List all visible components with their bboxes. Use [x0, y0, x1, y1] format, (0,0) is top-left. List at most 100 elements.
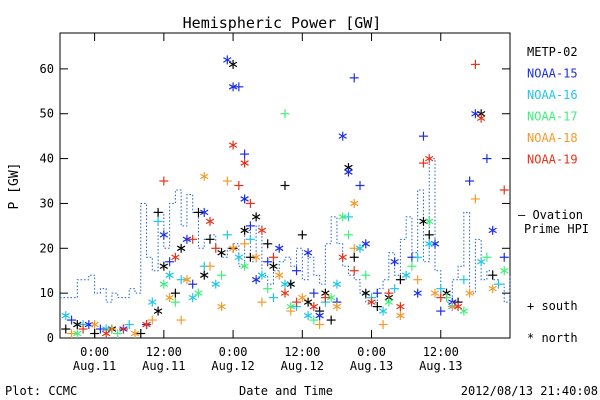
- data-point-north: [286, 279, 295, 289]
- data-point-south: [493, 279, 503, 289]
- data-point-south: [372, 302, 382, 312]
- data-point-south: [395, 275, 405, 285]
- x-tick-date-label: Aug.12: [281, 359, 324, 373]
- data-point-south: [222, 230, 232, 240]
- data-point-north: [367, 297, 376, 307]
- data-point-north: [361, 288, 370, 298]
- data-point-north: [223, 55, 232, 65]
- data-point-north: [303, 311, 313, 321]
- data-point-south: [124, 320, 134, 330]
- data-point-north: [500, 266, 509, 276]
- data-point-south: [61, 324, 71, 334]
- data-point-south: [372, 288, 382, 298]
- data-point-south: [413, 252, 423, 262]
- data-point-south: [263, 239, 273, 249]
- y-tick-label: 50: [40, 107, 54, 121]
- data-point-south: [234, 181, 244, 190]
- data-point-north: [384, 297, 394, 307]
- data-point-south: [90, 329, 100, 339]
- data-point-south: [343, 230, 353, 240]
- data-point-south: [418, 131, 428, 141]
- y-tick-label: 30: [40, 196, 54, 210]
- data-point-north: [73, 320, 82, 330]
- data-point-north: [257, 270, 267, 280]
- data-point-north: [90, 320, 99, 330]
- data-point-north: [425, 239, 434, 249]
- data-point-north: [61, 311, 70, 321]
- data-point-north: [200, 207, 209, 217]
- data-point-north: [240, 225, 249, 235]
- data-point-north: [251, 212, 261, 222]
- data-point-south: [147, 315, 157, 325]
- plot-timestamp: 2012/08/13 21:40:08: [461, 384, 598, 398]
- x-tick-time-label: 0:00: [219, 345, 248, 359]
- data-point-north: [257, 225, 267, 235]
- data-point-north: [194, 288, 203, 298]
- data-point-north: [476, 257, 486, 267]
- data-point-north: [251, 275, 261, 285]
- data-point-south: [424, 230, 434, 240]
- x-axis-label: Date and Time: [239, 384, 333, 398]
- data-point-north: [303, 248, 313, 258]
- data-point-north: [228, 82, 238, 92]
- legend-entry: NOAA-19: [527, 153, 578, 167]
- data-point-south: [222, 176, 232, 186]
- data-point-north: [171, 252, 180, 262]
- data-point-north: [240, 194, 249, 204]
- data-point-north: [217, 302, 226, 312]
- data-point-south: [245, 221, 255, 231]
- data-point-south: [459, 275, 469, 285]
- data-point-north: [396, 311, 405, 321]
- data-point-north: [465, 288, 474, 298]
- x-tick-time-label: 12:00: [284, 345, 320, 359]
- data-point-south: [240, 149, 250, 159]
- data-point-north: [350, 198, 359, 208]
- data-point-south: [286, 306, 296, 316]
- data-point-south: [118, 324, 128, 334]
- data-point-south: [465, 176, 475, 186]
- data-point-north: [176, 243, 186, 253]
- data-point-south: [205, 261, 215, 271]
- data-point-south: [193, 207, 203, 217]
- data-point-north: [338, 131, 347, 141]
- data-point-south: [257, 297, 267, 307]
- data-point-south: [482, 252, 492, 262]
- data-point-south: [413, 275, 423, 285]
- data-point-north: [228, 243, 238, 253]
- ovation-label-line2: Prime HPI: [524, 222, 589, 236]
- data-point-south: [349, 243, 359, 253]
- y-tick-label: 60: [40, 62, 54, 76]
- data-point-south: [170, 288, 180, 298]
- data-point-north: [425, 216, 434, 226]
- data-point-north: [378, 306, 388, 316]
- data-point-north: [153, 306, 163, 316]
- data-point-south: [268, 293, 278, 303]
- data-point-south: [361, 270, 371, 280]
- data-point-south: [297, 230, 307, 240]
- data-point-north: [425, 154, 434, 164]
- data-point-north: [228, 59, 238, 69]
- data-point-south: [78, 324, 88, 334]
- data-point-north: [361, 239, 370, 249]
- data-point-south: [240, 239, 250, 249]
- data-point-south: [107, 324, 117, 334]
- data-point-north: [280, 288, 290, 298]
- data-point-south: [470, 59, 480, 69]
- data-point-north: [240, 158, 249, 168]
- data-point-south: [418, 158, 428, 168]
- data-point-south: [488, 270, 498, 280]
- data-point-north: [159, 279, 169, 289]
- chart-title: Hemispheric Power [GW]: [183, 14, 382, 32]
- data-point-south: [315, 320, 325, 330]
- data-point-south: [153, 216, 163, 226]
- data-point-south: [170, 297, 180, 307]
- data-point-south: [176, 315, 186, 325]
- data-point-south: [384, 288, 394, 298]
- data-point-south: [67, 329, 77, 339]
- x-tick-time-label: 12:00: [423, 345, 459, 359]
- data-point-north: [280, 279, 290, 289]
- data-point-south: [436, 306, 446, 316]
- data-point-north: [430, 288, 440, 298]
- data-point-south: [499, 252, 509, 262]
